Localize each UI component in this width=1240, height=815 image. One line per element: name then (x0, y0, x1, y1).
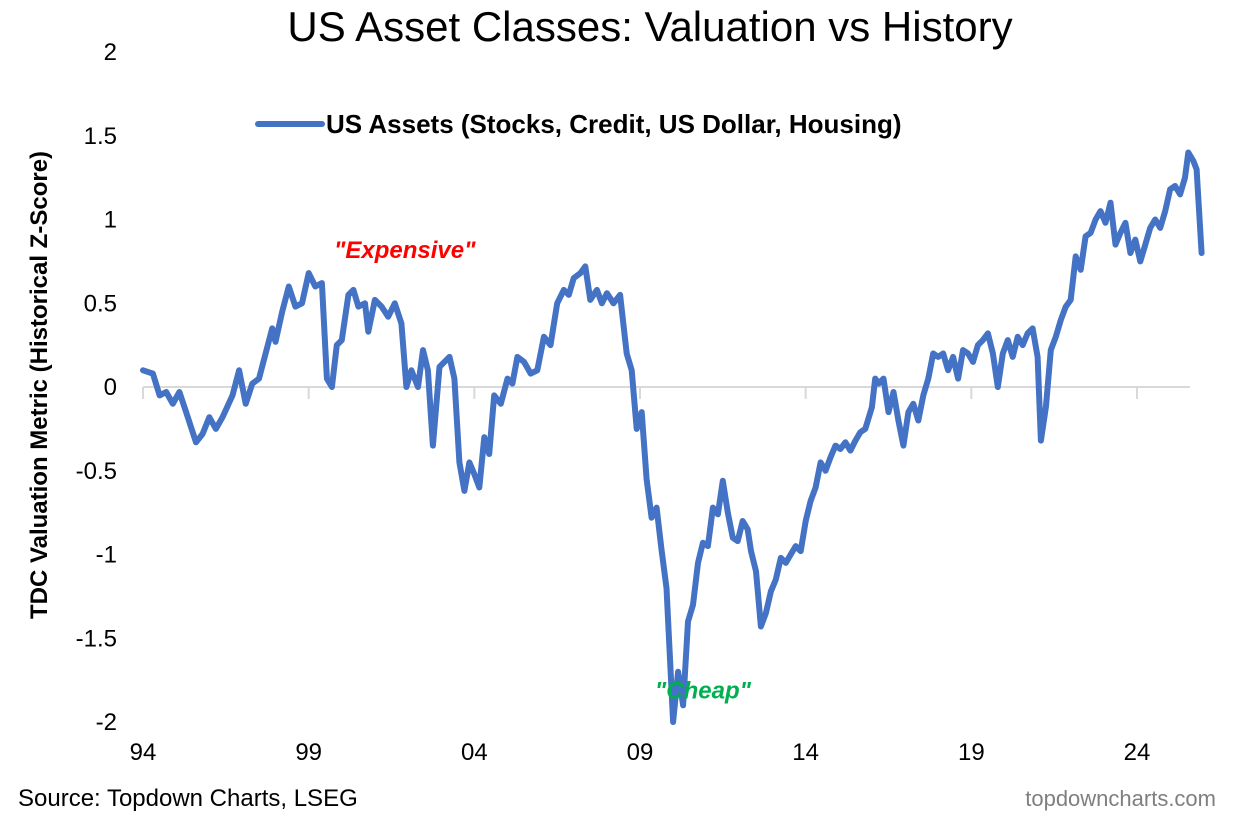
x-tick-label: 14 (792, 739, 819, 766)
legend: US Assets (Stocks, Credit, US Dollar, Ho… (255, 109, 902, 139)
x-tick-label: 99 (295, 739, 322, 766)
series-line (140, 149, 1205, 725)
brand-watermark: topdowncharts.com (1025, 786, 1216, 811)
x-axis: 94 99 04 09 14 19 24 (130, 386, 1190, 766)
x-tick-label: 94 (130, 739, 157, 766)
y-axis: 2 1.5 1 0.5 0 -0.5 -1 -1.5 -2 (76, 39, 117, 736)
annotations: "Expensive" "Cheap" (334, 237, 752, 705)
x-tick-label: 24 (1124, 739, 1151, 766)
source-note: Source: Topdown Charts, LSEG (18, 785, 358, 812)
y-tick-label: 2 (104, 39, 117, 66)
y-tick-label: 0.5 (84, 290, 117, 317)
plot-area (140, 149, 1205, 725)
y-tick-label: -0.5 (76, 458, 117, 485)
x-tick-label: 09 (627, 739, 654, 766)
y-tick-label: 1.5 (84, 123, 117, 150)
chart-title: US Asset Classes: Valuation vs History (287, 3, 1012, 50)
y-tick-label: -1 (96, 542, 117, 569)
chart-annotation: "Expensive" (334, 237, 476, 264)
chart-annotation: "Cheap" (655, 678, 752, 705)
x-tick-label: 04 (461, 739, 488, 766)
y-axis-label: TDC Valuation Metric (Historical Z-Score… (26, 151, 53, 619)
legend-entry: US Assets (Stocks, Credit, US Dollar, Ho… (326, 109, 902, 139)
y-tick-label: 1 (104, 207, 117, 234)
y-tick-label: -1.5 (76, 625, 117, 652)
x-tick-label: 19 (958, 739, 985, 766)
y-tick-label: -2 (96, 709, 117, 736)
y-tick-label: 0 (104, 374, 117, 401)
